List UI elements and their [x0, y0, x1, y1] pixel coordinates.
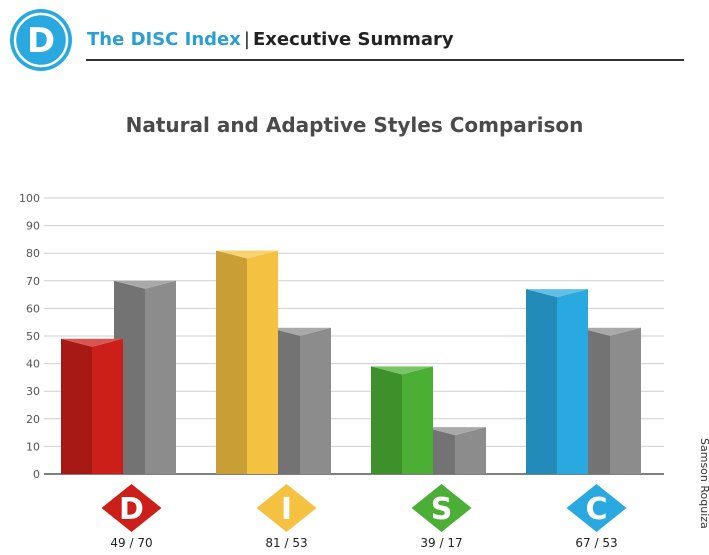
header-subtitle: Executive Summary [252, 29, 454, 50]
bar-natural-d [61, 338, 123, 474]
bar-natural-s [371, 366, 433, 474]
bar-face-left [526, 289, 557, 474]
bar-top [61, 338, 123, 347]
bar-adaptive-i [269, 327, 331, 474]
y-tick-label: 0 [33, 468, 40, 481]
y-tick-label: 10 [26, 440, 40, 453]
value-label-s: 39 / 17 [420, 536, 462, 550]
y-tick-label: 50 [26, 330, 40, 343]
category-label-i: I [281, 492, 292, 527]
bar-top [269, 327, 331, 336]
y-tick-label: 40 [26, 358, 40, 371]
bar-adaptive-s [424, 427, 486, 474]
y-tick-label: 30 [26, 385, 40, 398]
bar-top [114, 280, 176, 289]
bar-face-right [247, 250, 278, 474]
bar-top [526, 289, 588, 298]
y-tick-label: 20 [26, 413, 40, 426]
y-tick-label: 100 [19, 192, 40, 205]
category-label-d: D [119, 492, 144, 527]
header-separator: | [243, 29, 250, 50]
bar-face-right [610, 327, 641, 474]
y-tick-label: 70 [26, 275, 40, 288]
category-badge-c [566, 484, 627, 532]
bar-top [371, 366, 433, 375]
bar-face-right [557, 289, 588, 474]
bar-chart: 0 10 20 30 40 50 60 70 80 90 100 D 49 / 70 I 81 / 53 S 3… [19, 192, 664, 550]
bar-face-right [402, 366, 433, 474]
value-label-d: 49 / 70 [110, 536, 152, 550]
y-tick-label: 80 [26, 247, 40, 260]
logo-letter: D [27, 21, 55, 61]
header-divider [86, 59, 684, 61]
bar-face-left [216, 250, 247, 474]
disc-logo-icon: D [10, 9, 72, 71]
category-badge-i [256, 484, 317, 532]
bar-top [424, 427, 486, 436]
bar-face-right [145, 280, 176, 474]
category-label-s: S [431, 492, 453, 527]
bar-natural-i [216, 250, 278, 474]
y-tick-label: 60 [26, 302, 40, 315]
chart-title: Natural and Adaptive Styles Comparison [125, 113, 584, 137]
category-badge-d [101, 484, 162, 532]
category-label-c: C [585, 492, 607, 527]
bar-face-right [455, 427, 486, 474]
credit-text: Samson Roquiza [698, 438, 709, 528]
credit-label: Samson Roquiza [698, 438, 709, 528]
value-label-c: 67 / 53 [575, 536, 617, 550]
bar-adaptive-d [114, 280, 176, 474]
bar-face-right [92, 338, 123, 474]
brand-name: The DISC Index [87, 29, 241, 50]
category-badge-s [411, 484, 472, 532]
bar-natural-c [526, 289, 588, 474]
bar-face-left [371, 366, 402, 474]
bar-top [579, 327, 641, 336]
y-tick-label: 90 [26, 220, 40, 233]
bar-face-left [61, 338, 92, 474]
header-title: The DISC Index | Executive Summary [87, 28, 454, 52]
bar-top [216, 250, 278, 259]
value-label-i: 81 / 53 [265, 536, 307, 550]
bar-adaptive-c [579, 327, 641, 474]
bar-face-right [300, 327, 331, 474]
